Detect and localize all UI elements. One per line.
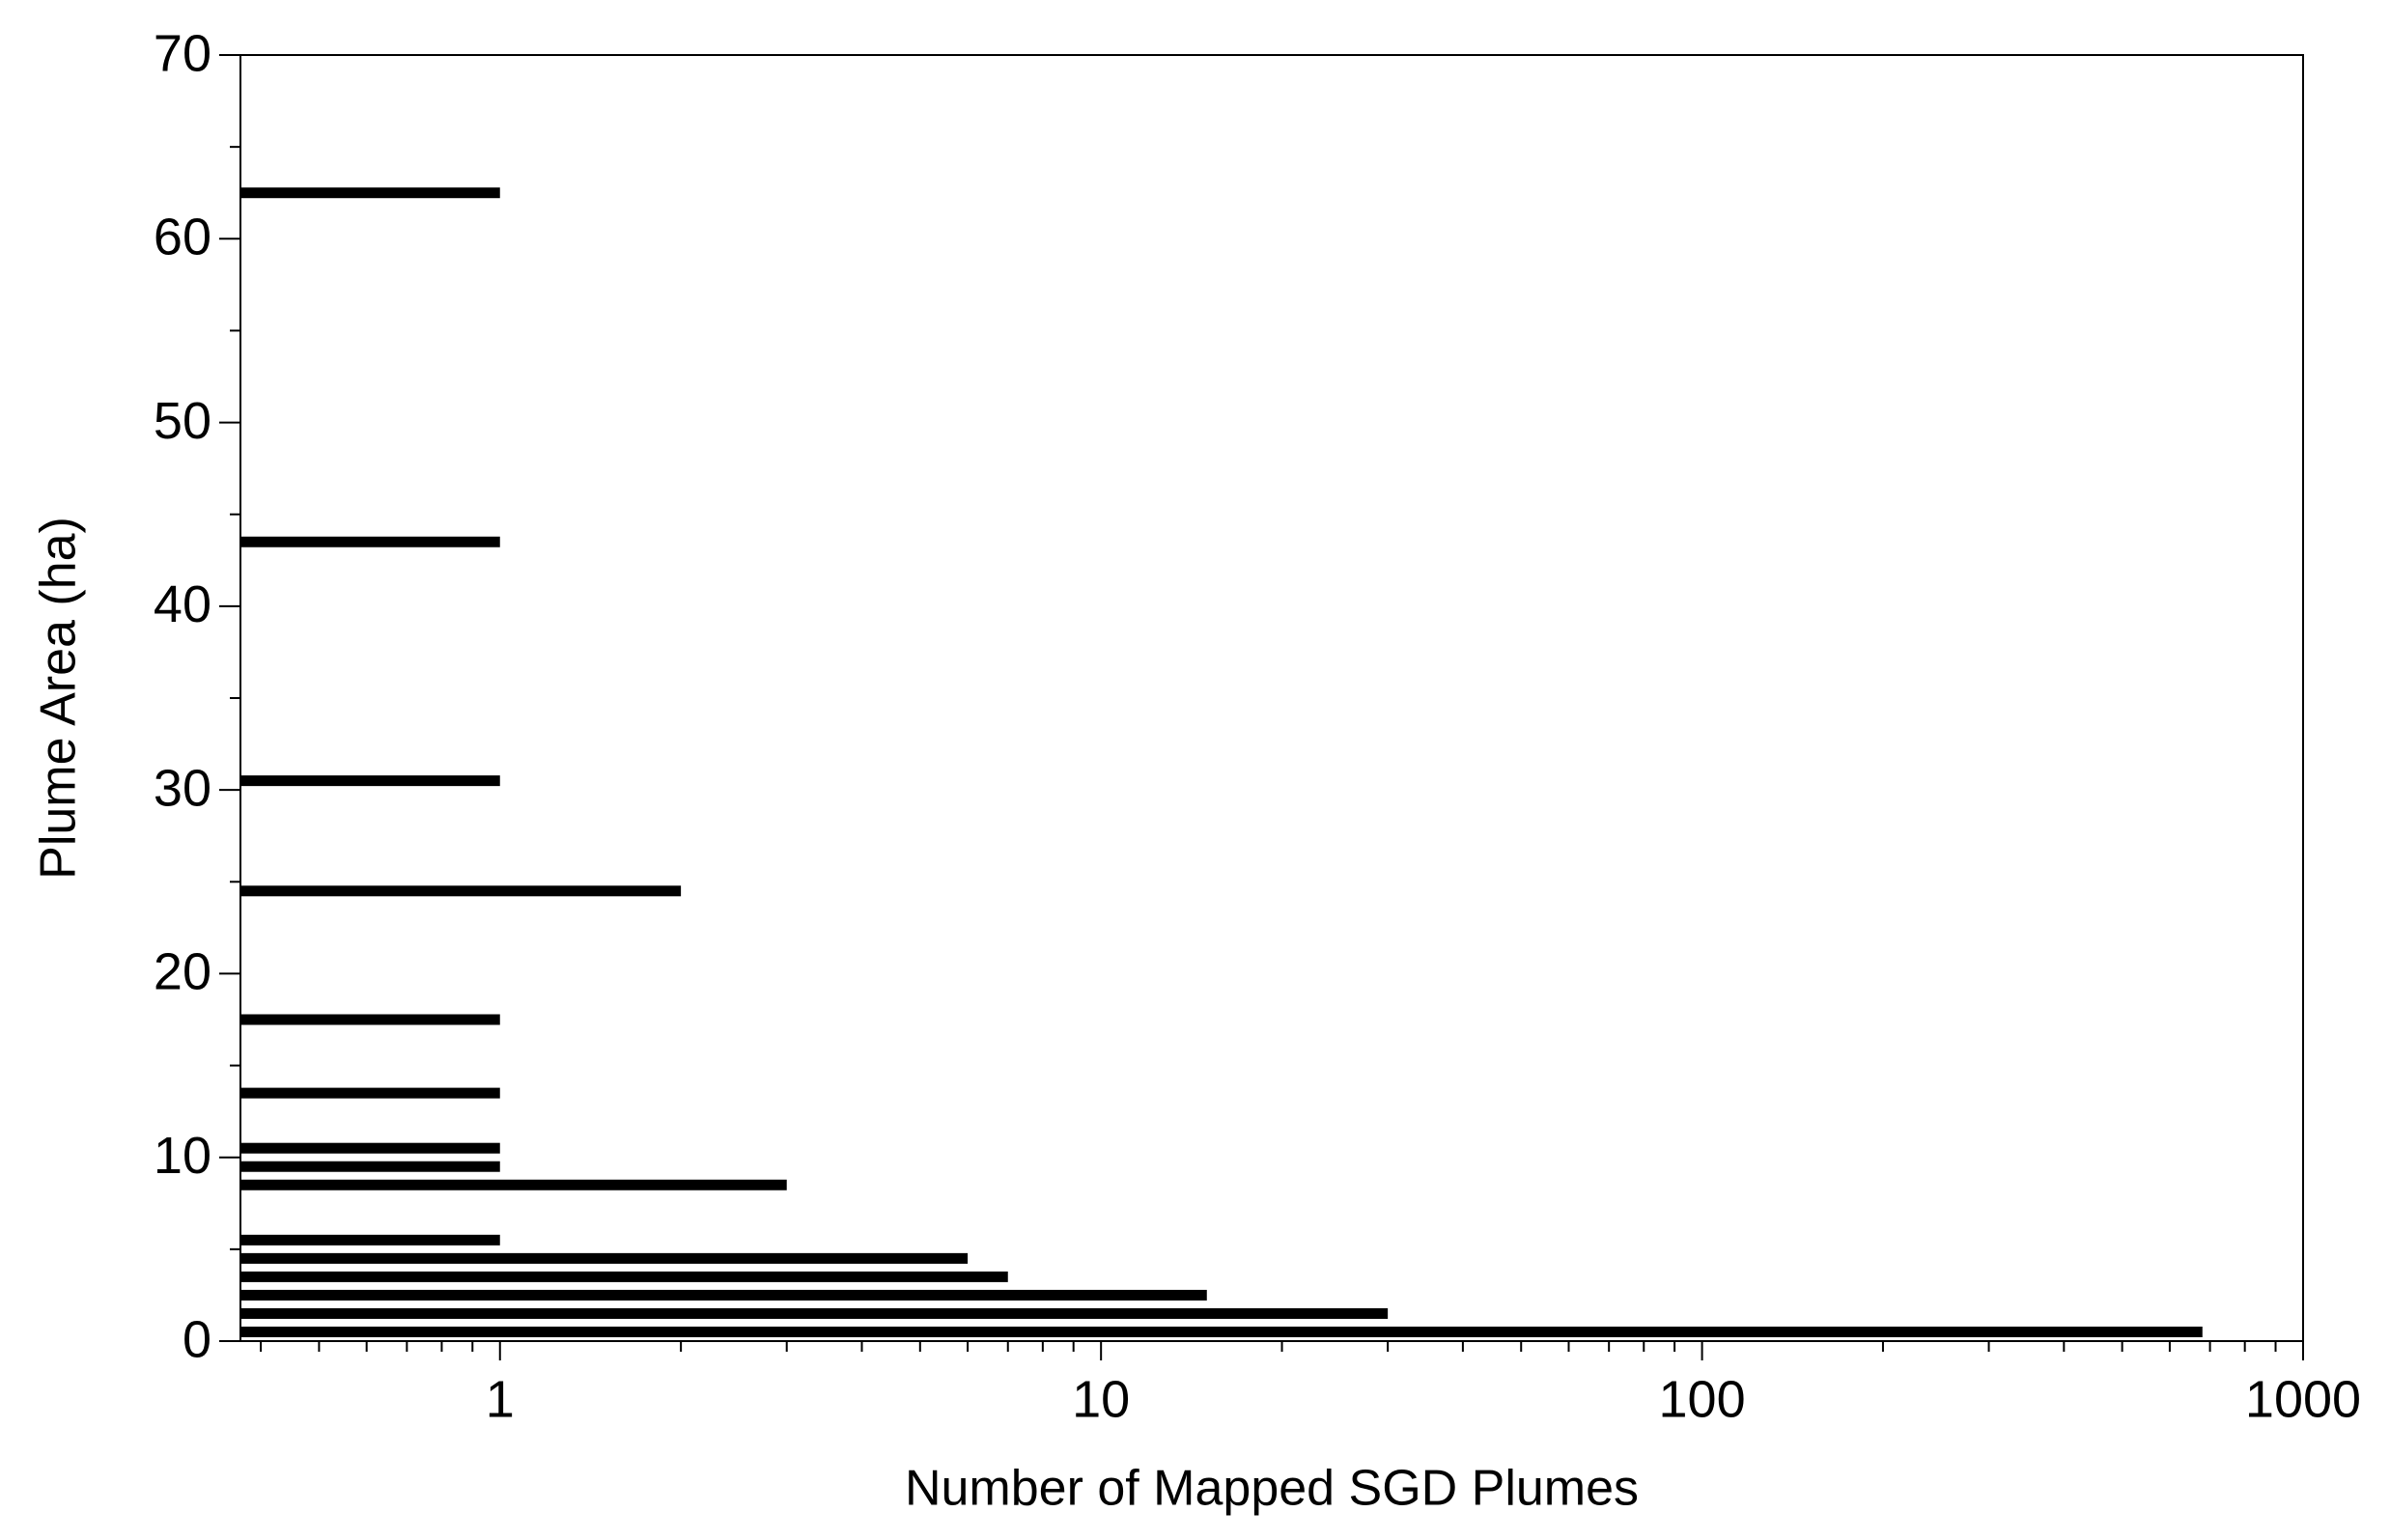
x-tick-label: 1000 [2245,1370,2361,1428]
y-tick-label: 40 [154,575,211,633]
y-axis-title: Plume Area (ha) [31,517,87,880]
bar [240,1271,1008,1282]
y-tick-label: 0 [183,1310,211,1368]
bar [240,187,500,199]
y-tick-label: 30 [154,759,211,817]
x-tick-label: 1 [486,1370,515,1428]
bar [240,1179,787,1190]
bar [240,1087,500,1099]
bar [240,1234,500,1246]
y-tick-label: 10 [154,1127,211,1185]
bar [240,1142,500,1154]
y-tick-label: 20 [154,943,211,1001]
bar [240,1307,1389,1319]
x-tick-label: 10 [1072,1370,1130,1428]
x-tick-label: 100 [1659,1370,1746,1428]
x-axis-title: Number of Mapped SGD Plumes [905,1461,1639,1517]
bar [240,885,682,897]
bar [240,1014,500,1025]
plot-frame [239,54,2304,1342]
y-tick-label: 50 [154,392,211,450]
bar [240,536,500,547]
bar [240,1252,969,1264]
bar [240,775,500,787]
y-tick-label: 60 [154,209,211,266]
bar [240,1161,500,1172]
bar [240,1326,2203,1337]
y-tick-label: 70 [154,24,211,82]
bar [240,1289,1207,1301]
